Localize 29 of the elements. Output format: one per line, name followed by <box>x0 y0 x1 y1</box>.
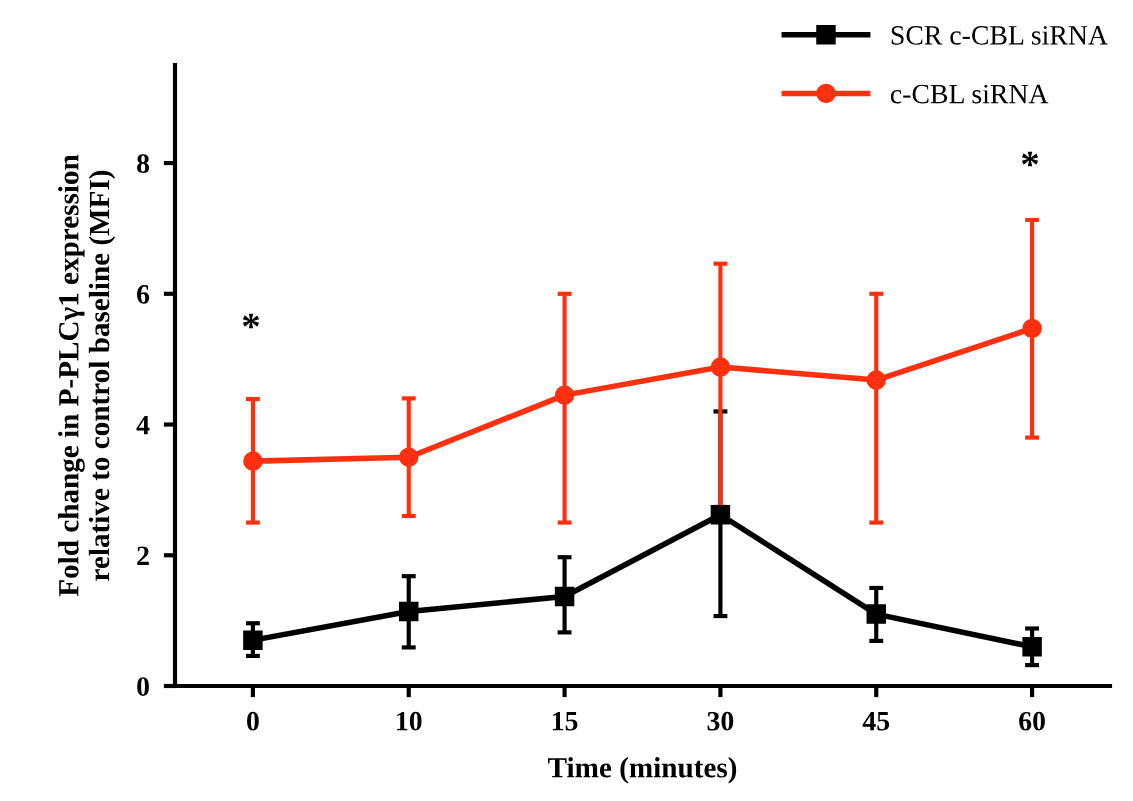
x-tick-label: 45 <box>862 711 890 731</box>
legend-label: c-CBL siRNA <box>890 84 1049 104</box>
y-tick-label: 0 <box>137 677 149 696</box>
y-tick-label: 8 <box>137 154 150 173</box>
point <box>554 586 575 607</box>
point <box>1022 637 1042 657</box>
point <box>866 370 886 390</box>
y-tick-label: 4 <box>136 415 150 435</box>
legend-label: SCR c-CBL siRNA <box>891 26 1108 45</box>
x-tick-label: 15 <box>552 711 578 731</box>
point <box>710 357 731 377</box>
point <box>243 451 263 471</box>
point <box>554 385 575 405</box>
annotation: * <box>242 313 260 329</box>
point <box>243 630 263 650</box>
y-axis-title: Fold change in P-PLCγ1 expression relative to control baseline (MFI) <box>58 154 116 597</box>
point <box>399 447 419 467</box>
x-axis-title: Time (minutes) <box>548 757 737 784</box>
point <box>866 604 886 624</box>
y-tick-label: 6 <box>137 285 150 304</box>
point <box>1022 318 1042 339</box>
x-tick-label: 30 <box>707 711 734 731</box>
annotation: * <box>1021 151 1039 167</box>
y-tick-label: 2 <box>137 546 149 565</box>
x-tick-label: 60 <box>1019 711 1045 731</box>
point <box>710 505 731 525</box>
x-tick-label: 10 <box>397 711 422 731</box>
point <box>399 601 419 622</box>
x-tick-label: 0 <box>247 711 259 731</box>
